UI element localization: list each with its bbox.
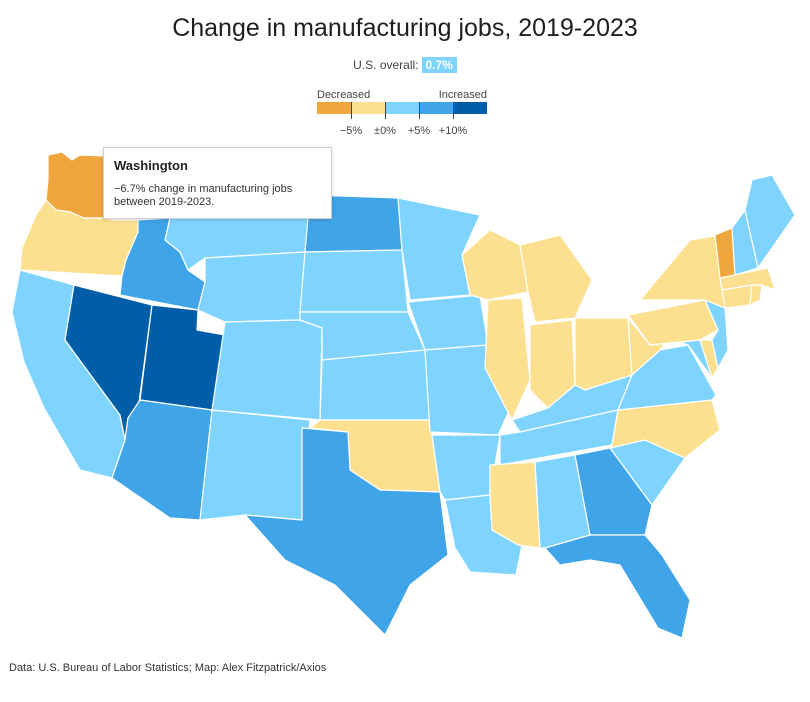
state-georgia[interactable] <box>574 447 653 536</box>
legend-tick-label: +5% <box>407 125 431 137</box>
tooltip-text: −6.7% change in manufacturing jobs betwe… <box>114 183 293 208</box>
state-pennsylvania[interactable] <box>627 299 719 346</box>
state-south-dakota[interactable] <box>299 249 409 313</box>
chart-title: Change in manufacturing jobs, 2019‑2023 <box>172 14 638 42</box>
us-overall: U.S. overall: 0.7% <box>0 57 810 73</box>
state-kansas[interactable] <box>319 349 431 421</box>
us-overall-badge: 0.7% <box>421 57 457 73</box>
legend-tick <box>453 102 454 119</box>
legend-tick-label: ±0% <box>374 125 396 137</box>
state-wisconsin[interactable] <box>461 229 529 301</box>
state-colorado[interactable] <box>211 319 323 421</box>
legend: Decreased Increased −5% ±0% +5% +10% <box>317 89 489 149</box>
state-maine[interactable] <box>744 174 796 269</box>
state-illinois[interactable] <box>484 297 531 421</box>
state-rhode-island[interactable] <box>749 284 763 306</box>
state-florida[interactable] <box>544 534 691 639</box>
legend-decreased-label: Decreased <box>317 89 371 101</box>
legend-tick-label: +10% <box>438 125 468 137</box>
legend-swatch-strong-decrease <box>317 102 351 114</box>
us-overall-label: U.S. overall: <box>353 58 419 72</box>
state-utah[interactable] <box>139 304 226 411</box>
state-michigan[interactable] <box>519 234 593 323</box>
legend-increased-label: Increased <box>438 89 487 101</box>
legend-swatch-strong-increase <box>453 102 487 114</box>
source-note: Data: U.S. Bureau of Labor Statistics; M… <box>9 662 327 674</box>
state-tooltip: Washington −6.7% change in manufacturing… <box>103 147 332 219</box>
state-new-york[interactable] <box>639 234 729 309</box>
tooltip-title: Washington <box>114 158 188 173</box>
legend-swatch-increase <box>385 102 419 114</box>
legend-tick-label: −5% <box>339 125 363 137</box>
state-wyoming[interactable] <box>197 251 306 323</box>
legend-swatch-decrease <box>351 102 385 114</box>
legend-swatch-moderate-increase <box>419 102 453 114</box>
state-new-mexico[interactable] <box>199 409 311 521</box>
legend-tick <box>351 102 352 119</box>
state-texas[interactable] <box>244 427 449 636</box>
legend-tick <box>385 102 386 119</box>
legend-tick <box>419 102 420 119</box>
state-massachusetts[interactable] <box>719 267 776 291</box>
